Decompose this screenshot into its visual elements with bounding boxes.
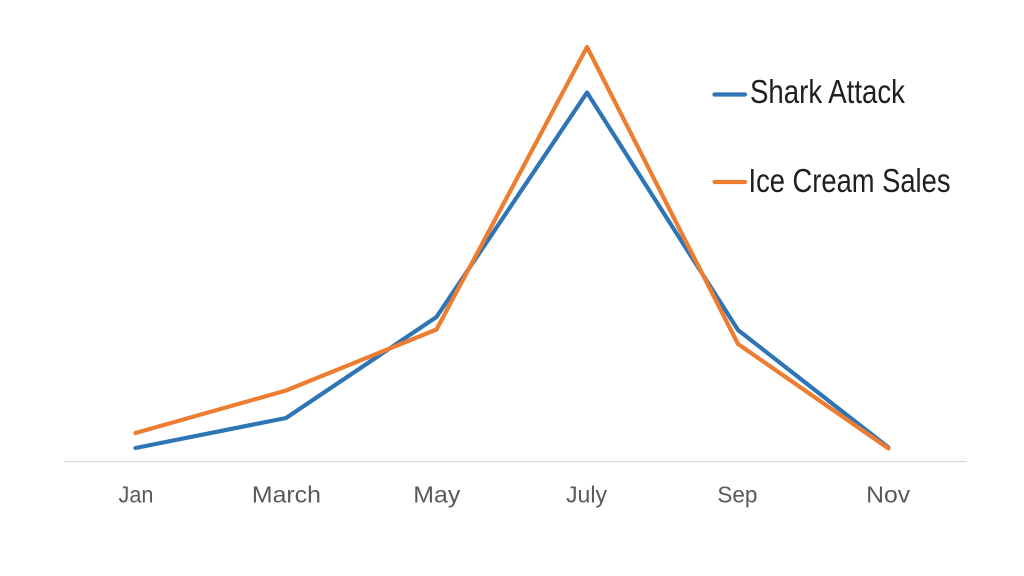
svg-text:May: May	[413, 482, 461, 508]
svg-text:Ice Cream Sales: Ice Cream Sales	[749, 162, 951, 199]
svg-text:Shark Attack: Shark Attack	[750, 73, 905, 110]
svg-text:Nov: Nov	[866, 482, 911, 508]
svg-text:March: March	[252, 482, 321, 508]
svg-text:July: July	[566, 482, 607, 508]
svg-text:Sep: Sep	[717, 482, 757, 508]
svg-text:Jan: Jan	[119, 482, 154, 508]
